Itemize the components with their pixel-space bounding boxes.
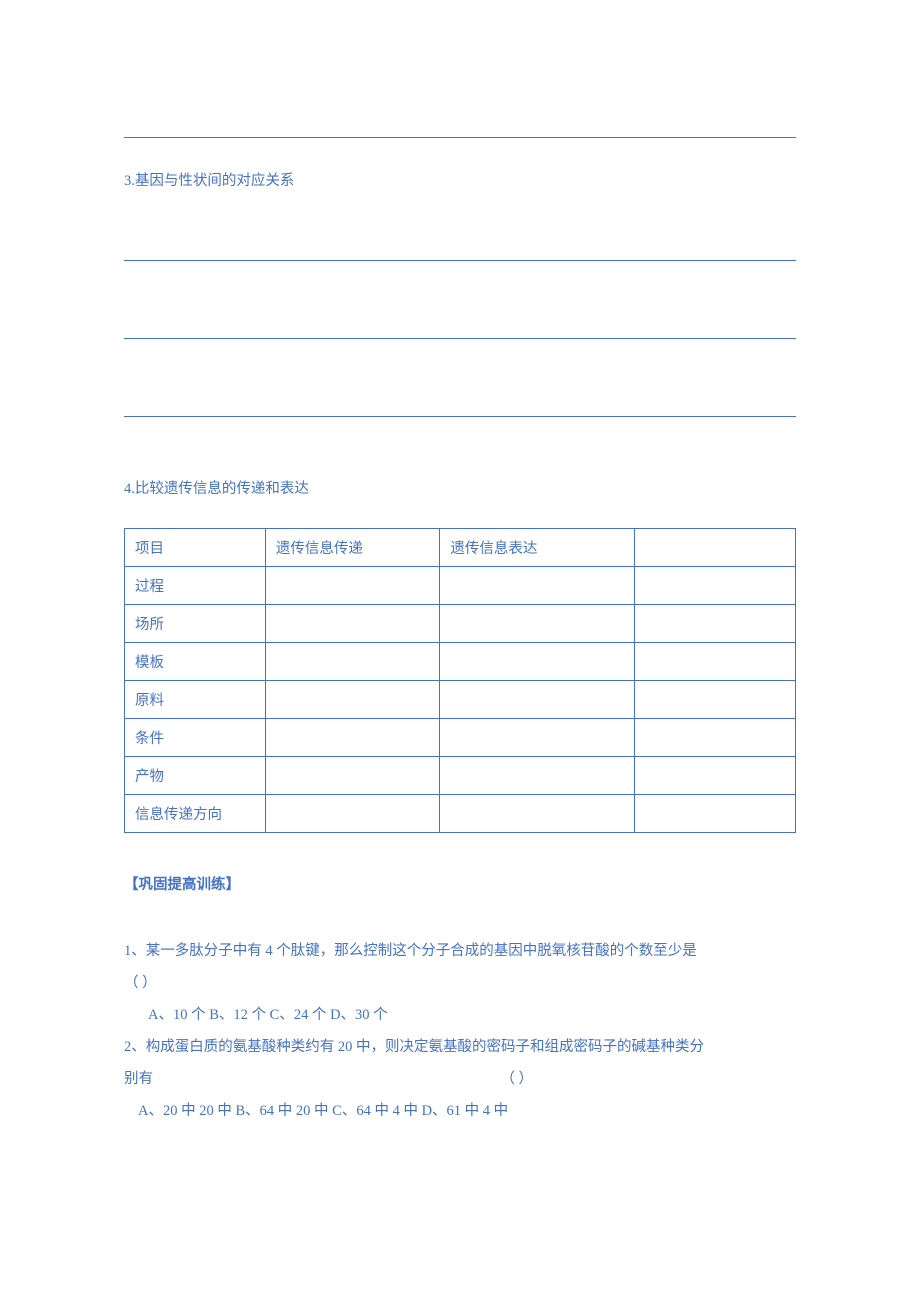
question-2: 2、构成蛋白质的氨基酸种类约有 20 中，则决定氨基酸的密码子和组成密码子的碱基… (124, 1032, 796, 1128)
practice-section-title: 【巩固提高训练】 (124, 873, 796, 894)
question-stem: 1、某一多肽分子中有 4 个肽键，那么控制这个分子合成的基因中脱氧核苷酸的个数至… (124, 936, 796, 968)
blank-line (124, 399, 796, 417)
table-row: 项目 遗传信息传递 遗传信息表达 (125, 529, 796, 567)
table-cell (440, 795, 635, 833)
question-stem-line1: 2、构成蛋白质的氨基酸种类约有 20 中，则决定氨基酸的密码子和组成密码子的碱基… (124, 1032, 796, 1064)
section3-heading: 3.基因与性状间的对应关系 (124, 170, 796, 193)
table-cell (440, 605, 635, 643)
blank-line (124, 321, 796, 339)
table-row: 原料 (125, 681, 796, 719)
table-cell (634, 681, 795, 719)
table-cell (440, 757, 635, 795)
table-row: 模板 (125, 643, 796, 681)
question-options: A、10 个 B、12 个 C、24 个 D、30 个 (124, 1000, 796, 1032)
question-1: 1、某一多肽分子中有 4 个肽键，那么控制这个分子合成的基因中脱氧核苷酸的个数至… (124, 936, 796, 1032)
table-cell: 遗传信息表达 (440, 529, 635, 567)
blank-line (124, 243, 796, 261)
table-cell (265, 567, 439, 605)
section3-blank-lines (124, 243, 796, 417)
question-paren: （ ） (124, 968, 796, 1000)
table-cell (634, 529, 795, 567)
table-cell (634, 719, 795, 757)
table-cell: 过程 (125, 567, 266, 605)
table-cell: 原料 (125, 681, 266, 719)
table-cell: 遗传信息传递 (265, 529, 439, 567)
table-cell (265, 719, 439, 757)
table-cell (634, 795, 795, 833)
table-cell (440, 567, 635, 605)
table-cell (265, 605, 439, 643)
table-cell (265, 795, 439, 833)
question-options: A、20 中 20 中 B、64 中 20 中 C、64 中 4 中 D、61 … (124, 1096, 796, 1128)
table-row: 场所 (125, 605, 796, 643)
table-cell: 产物 (125, 757, 266, 795)
table-cell (634, 757, 795, 795)
blank-line-top (124, 120, 796, 138)
table-cell (265, 643, 439, 681)
table-cell (440, 719, 635, 757)
table-row: 过程 (125, 567, 796, 605)
question-stem-prefix: 别有 (124, 1071, 153, 1087)
section4-heading: 4.比较遗传信息的传递和表达 (124, 477, 796, 498)
table-cell: 项目 (125, 529, 266, 567)
comparison-table: 项目 遗传信息传递 遗传信息表达 过程 场所 模板 原料 条件 产物 (124, 528, 796, 833)
table-cell (634, 643, 795, 681)
table-cell: 模板 (125, 643, 266, 681)
question-paren: （ ） (153, 1064, 533, 1096)
table-cell (634, 605, 795, 643)
table-cell (440, 681, 635, 719)
table-cell: 信息传递方向 (125, 795, 266, 833)
table-row: 信息传递方向 (125, 795, 796, 833)
table-cell (265, 757, 439, 795)
table-cell: 场所 (125, 605, 266, 643)
table-row: 产物 (125, 757, 796, 795)
question-stem-line2: 别有（ ） (124, 1064, 796, 1096)
table-cell (440, 643, 635, 681)
table-cell (634, 567, 795, 605)
table-cell (265, 681, 439, 719)
table-row: 条件 (125, 719, 796, 757)
table-cell: 条件 (125, 719, 266, 757)
